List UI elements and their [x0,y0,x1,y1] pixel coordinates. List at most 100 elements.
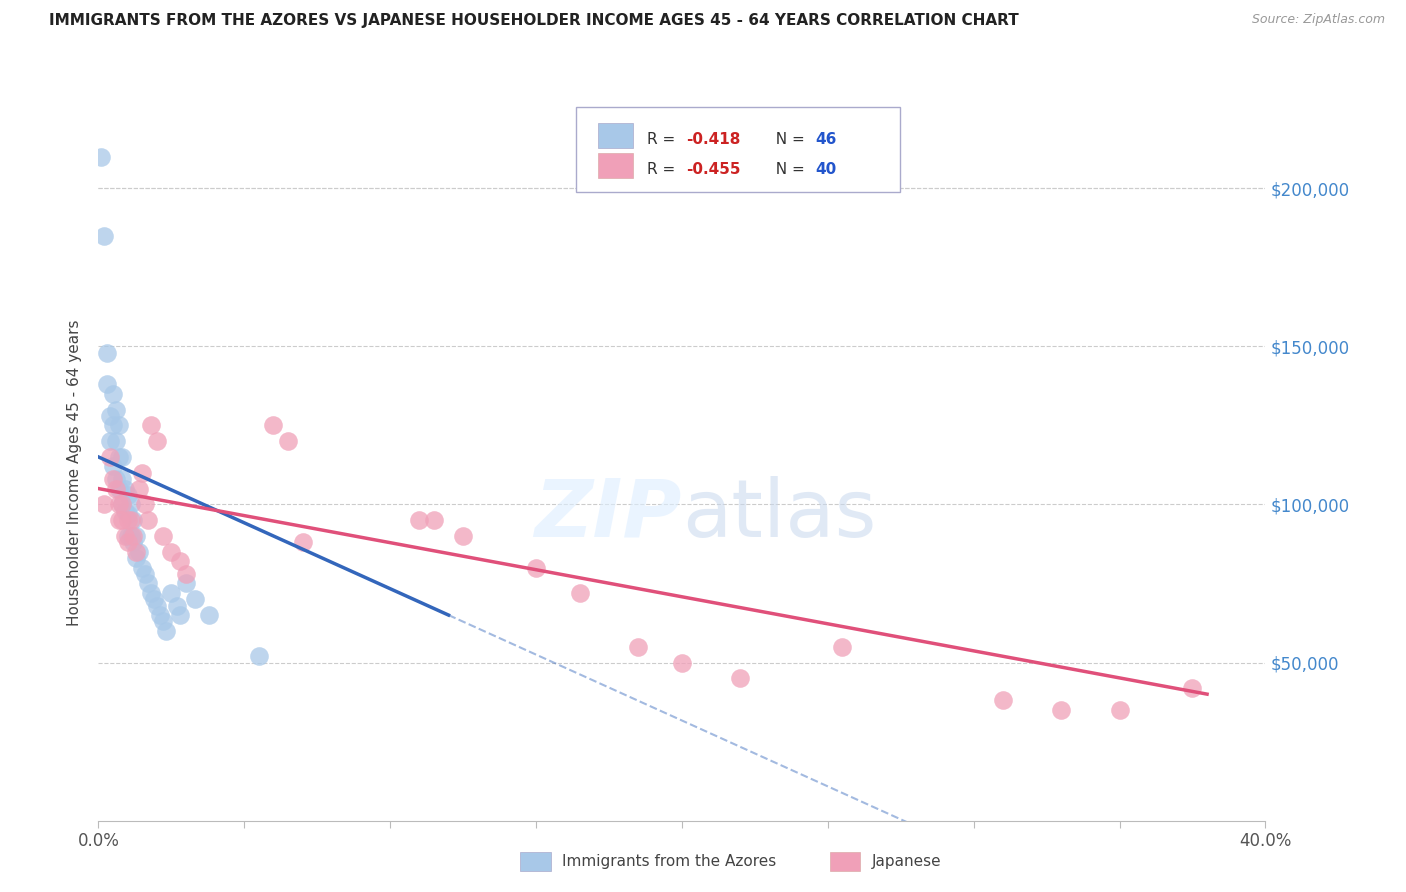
Point [247,649,270,664]
Point [451,529,474,543]
Point [131,466,153,480]
Point [120,513,142,527]
Point [128,482,150,496]
Point [117,513,139,527]
Text: ZIP: ZIP [534,475,682,554]
Point [160,545,183,559]
Point [146,434,169,449]
Point [831,640,853,654]
Point [111,450,134,464]
Point [104,434,127,449]
Point [98,409,121,423]
Point [96,377,118,392]
Point [122,535,145,549]
Point [114,482,136,496]
Point [98,450,121,464]
Text: N =: N = [766,132,810,147]
Point [152,529,174,543]
Point [1050,703,1073,717]
Point [423,513,446,527]
Point [122,513,145,527]
Point [152,615,174,629]
Point [524,560,547,574]
Point [111,472,134,486]
Point [568,586,591,600]
Point [117,488,139,502]
Point [108,513,131,527]
Point [108,497,131,511]
Point [117,535,139,549]
Point [169,608,191,623]
Point [104,482,127,496]
Point [90,149,112,163]
Point [120,497,142,511]
Point [291,535,314,549]
Point [122,529,145,543]
Point [155,624,177,638]
Point [136,576,159,591]
Text: R =: R = [647,162,681,178]
Point [101,386,124,401]
Point [146,599,169,613]
Point [728,671,751,685]
Point [627,640,650,654]
Point [125,529,148,543]
Point [108,450,131,464]
Point [101,459,124,474]
Point [671,656,693,670]
Point [101,472,124,486]
Point [408,513,430,527]
Text: Japanese: Japanese [872,855,942,869]
Point [111,497,134,511]
Point [108,418,131,433]
Text: N =: N = [766,162,810,178]
Point [111,497,134,511]
Point [174,576,197,591]
Text: R =: R = [647,132,681,147]
Point [149,608,172,623]
Point [93,228,115,243]
Text: atlas: atlas [682,475,876,554]
Point [131,560,153,574]
Point [111,513,134,527]
Point [114,529,136,543]
Point [125,551,148,566]
Point [117,529,139,543]
Point [108,482,131,496]
Point [125,545,148,559]
Point [101,418,124,433]
Point [169,554,191,568]
Text: 40: 40 [815,162,837,178]
Point [277,434,299,449]
Point [134,566,156,581]
Point [166,599,188,613]
Point [183,592,205,607]
Point [139,418,162,433]
Point [174,566,197,581]
Point [139,586,162,600]
Point [93,497,115,511]
Point [104,472,127,486]
Point [142,592,165,607]
Point [198,608,221,623]
Text: 46: 46 [815,132,837,147]
Point [136,513,159,527]
Point [160,586,183,600]
Text: -0.418: -0.418 [686,132,741,147]
Point [991,693,1014,707]
Point [1108,703,1130,717]
Point [262,418,284,433]
Y-axis label: Householder Income Ages 45 - 64 years: Householder Income Ages 45 - 64 years [67,319,83,626]
Point [134,497,156,511]
Point [117,507,139,521]
Text: Immigrants from the Azores: Immigrants from the Azores [562,855,776,869]
Point [98,434,121,449]
Point [114,504,136,518]
Point [104,402,127,417]
Point [96,345,118,359]
Text: IMMIGRANTS FROM THE AZORES VS JAPANESE HOUSEHOLDER INCOME AGES 45 - 64 YEARS COR: IMMIGRANTS FROM THE AZORES VS JAPANESE H… [49,13,1019,29]
Point [128,545,150,559]
Point [1181,681,1204,695]
Text: Source: ZipAtlas.com: Source: ZipAtlas.com [1251,13,1385,27]
Text: -0.455: -0.455 [686,162,741,178]
